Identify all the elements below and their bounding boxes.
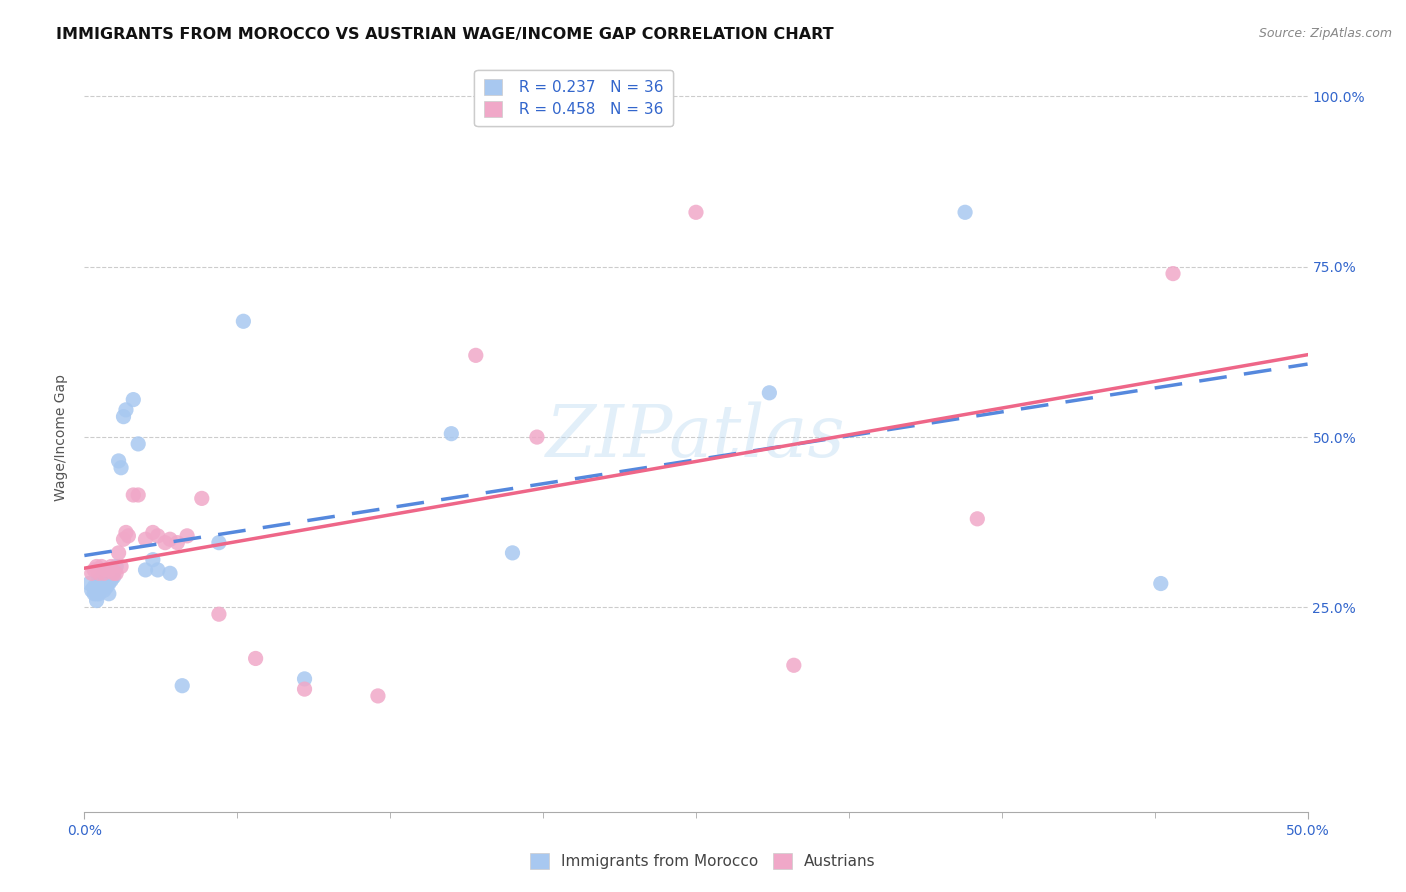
Point [86, 559, 108, 574]
Point [783, 658, 806, 673]
Point [166, 535, 188, 549]
Point [80, 566, 103, 581]
Point [153, 535, 176, 549]
Point [105, 566, 128, 581]
Point [367, 689, 389, 703]
Point [191, 491, 214, 506]
Point [245, 651, 267, 665]
Point [159, 533, 181, 547]
Point [83, 580, 105, 594]
Point [127, 437, 149, 451]
Point [159, 566, 181, 581]
Legend:  R = 0.237   N = 36,  R = 0.458   N = 36: R = 0.237 N = 36, R = 0.458 N = 36 [474, 70, 673, 127]
Point [96, 563, 118, 577]
Point [93, 566, 115, 581]
Point [135, 563, 157, 577]
Point [77, 576, 100, 591]
Point [100, 573, 122, 587]
Point [97, 576, 120, 591]
Point [83, 587, 105, 601]
Point [86, 587, 108, 601]
Point [146, 529, 169, 543]
Point [966, 512, 988, 526]
Point [107, 546, 129, 560]
Point [93, 583, 115, 598]
Point [294, 682, 316, 697]
Point [103, 566, 125, 581]
Point [97, 587, 120, 601]
Point [90, 576, 112, 591]
Point [176, 529, 198, 543]
Point [464, 348, 486, 362]
Point [110, 559, 132, 574]
Point [122, 392, 145, 407]
Point [115, 402, 138, 417]
Point [107, 454, 129, 468]
Point [502, 546, 524, 560]
Point [440, 426, 463, 441]
Point [172, 679, 194, 693]
Point [127, 488, 149, 502]
Text: Source: ZipAtlas.com: Source: ZipAtlas.com [1258, 27, 1392, 40]
Point [90, 559, 112, 574]
Point [100, 559, 122, 574]
Point [97, 563, 120, 577]
Point [115, 525, 138, 540]
Point [87, 573, 110, 587]
Point [83, 563, 105, 577]
Point [1150, 576, 1173, 591]
Point [112, 533, 135, 547]
Point [208, 607, 231, 622]
Point [96, 580, 118, 594]
Point [87, 566, 110, 581]
Point [294, 672, 316, 686]
Point [87, 587, 110, 601]
Point [93, 566, 115, 581]
Legend: Immigrants from Morocco, Austrians: Immigrants from Morocco, Austrians [524, 847, 882, 875]
Point [758, 385, 780, 400]
Point [105, 559, 128, 574]
Point [142, 525, 165, 540]
Point [86, 593, 108, 607]
Point [208, 535, 231, 549]
Point [142, 552, 165, 566]
Point [526, 430, 548, 444]
Y-axis label: Wage/Income Gap: Wage/Income Gap [55, 374, 69, 500]
Point [135, 533, 157, 547]
Point [1161, 267, 1184, 281]
Point [953, 205, 976, 219]
Point [112, 409, 135, 424]
Text: IMMIGRANTS FROM MOROCCO VS AUSTRIAN WAGE/INCOME GAP CORRELATION CHART: IMMIGRANTS FROM MOROCCO VS AUSTRIAN WAGE… [56, 27, 834, 42]
Text: ZIPatlas: ZIPatlas [546, 401, 846, 473]
Point [232, 314, 254, 328]
Point [80, 583, 103, 598]
Point [685, 205, 707, 219]
Point [122, 488, 145, 502]
Point [103, 570, 125, 584]
Point [117, 529, 139, 543]
Point [110, 460, 132, 475]
Point [146, 563, 169, 577]
